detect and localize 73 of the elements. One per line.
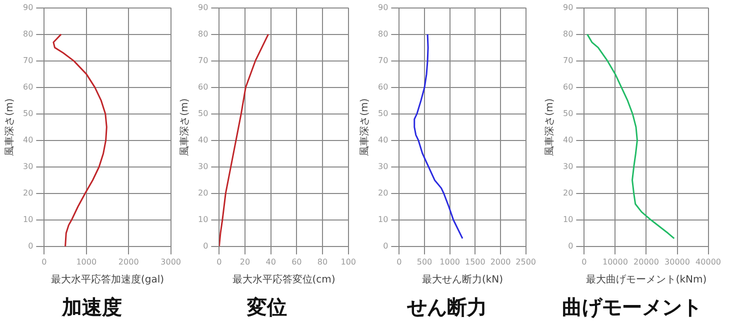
y-tick-label: 90 — [562, 2, 574, 12]
x-tick-label: 0 — [216, 257, 222, 266]
y-axis-title: 風車深さ(m) — [178, 98, 191, 156]
x-axis-title: 最大水平応答変位(cm) — [232, 274, 336, 286]
y-axis-title: 風車深さ(m) — [4, 98, 16, 156]
y-axis-title: 風車深さ(m) — [544, 98, 556, 156]
x-tick-label: 0 — [42, 257, 47, 266]
x-axis-title: 最大せん断力(kN) — [422, 274, 504, 286]
y-axis-title: 風車深さ(m) — [358, 98, 371, 156]
y-tick-label: 0 — [203, 241, 208, 250]
x-tick-label: 60 — [292, 257, 302, 266]
y-tick-label: 50 — [198, 108, 208, 118]
y-tick-label: 30 — [22, 162, 34, 171]
y-tick-label: 80 — [198, 29, 208, 38]
x-tick-label: 20 — [240, 257, 250, 266]
x-tick-label: 1000 — [440, 257, 460, 266]
x-tick-label: 500 — [416, 257, 432, 266]
x-axis-title: 最大水平応答加速度(gal) — [50, 274, 164, 286]
x-tick-label: 2500 — [516, 257, 536, 266]
y-tick-label: 90 — [198, 2, 208, 12]
y-tick-label: 40 — [378, 135, 388, 144]
y-tick-label: 30 — [378, 162, 388, 171]
y-tick-label: 80 — [378, 29, 388, 38]
y-tick-label: 70 — [22, 56, 34, 65]
y-tick-label: 0 — [383, 241, 388, 250]
x-tick-label: 2000 — [118, 257, 139, 266]
x-tick-label: 1000 — [76, 257, 97, 266]
y-tick-label: 30 — [198, 162, 208, 171]
y-tick-label: 70 — [198, 56, 208, 65]
text: せん断力 — [406, 294, 488, 321]
y-tick-label: 90 — [378, 2, 388, 12]
y-tick-label: 40 — [562, 135, 574, 144]
x-tick-label: 30000 — [664, 257, 690, 266]
y-tick-label: 70 — [378, 56, 388, 65]
x-tick-label: 0 — [582, 257, 587, 266]
y-tick-label: 60 — [22, 82, 34, 92]
x-tick-label: 1500 — [464, 257, 486, 266]
y-tick-label: 80 — [562, 29, 574, 38]
y-tick-label: 50 — [562, 108, 574, 118]
y-tick-label: 60 — [198, 82, 208, 92]
text: 曲げモーメント — [561, 294, 703, 321]
y-tick-label: 80 — [22, 29, 34, 38]
y-tick-label: 10 — [562, 214, 574, 224]
y-tick-label: 10 — [198, 214, 208, 224]
x-tick-label: 10000 — [602, 257, 628, 266]
text: 変位 — [246, 294, 288, 321]
y-tick-label: 20 — [22, 188, 34, 198]
y-tick-label: 90 — [22, 2, 34, 12]
x-axis-title: 最大曲げモーメント(kNm) — [586, 274, 707, 286]
y-tick-label: 70 — [562, 56, 574, 65]
y-tick-label: 60 — [562, 82, 574, 92]
y-tick-label: 10 — [22, 214, 34, 224]
x-tick-label: 2000 — [490, 257, 511, 266]
y-tick-label: 0 — [28, 241, 34, 250]
y-tick-label: 0 — [568, 241, 574, 250]
x-tick-label: 40000 — [696, 257, 721, 266]
y-tick-label: 10 — [378, 214, 388, 224]
x-tick-label: 0 — [396, 257, 402, 266]
y-tick-label: 20 — [562, 188, 574, 198]
x-tick-label: 80 — [317, 257, 328, 266]
x-tick-label: 3000 — [160, 257, 181, 266]
x-tick-label: 100 — [340, 257, 356, 266]
y-tick-label: 50 — [22, 108, 34, 118]
y-tick-label: 20 — [198, 188, 208, 198]
y-tick-label: 50 — [378, 108, 388, 118]
y-tick-label: 40 — [198, 135, 208, 144]
text: 加速度 — [60, 294, 123, 321]
x-tick-label: 20000 — [634, 257, 659, 266]
y-tick-label: 40 — [22, 135, 34, 144]
y-tick-label: 30 — [562, 162, 574, 171]
x-tick-label: 40 — [266, 257, 276, 266]
y-tick-label: 60 — [378, 82, 388, 92]
y-tick-label: 20 — [378, 188, 388, 198]
